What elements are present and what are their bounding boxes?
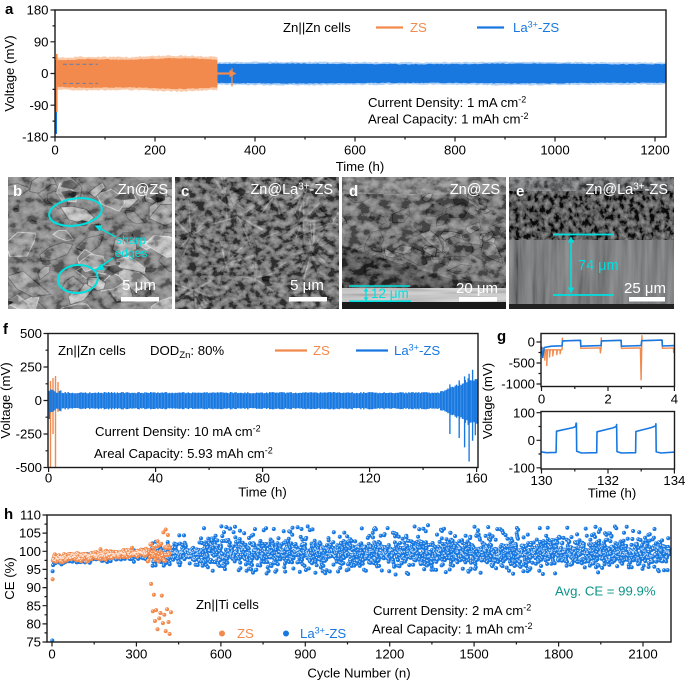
- svg-text:Zn@La3+-ZS: Zn@La3+-ZS: [585, 182, 668, 199]
- svg-text:CE (%): CE (%): [2, 557, 17, 600]
- svg-text:40: 40: [148, 471, 163, 486]
- svg-text:ZS: ZS: [237, 626, 254, 641]
- svg-text:Cycle Number (n): Cycle Number (n): [307, 666, 410, 681]
- svg-text:80: 80: [26, 617, 41, 632]
- svg-text:80: 80: [255, 471, 270, 486]
- svg-text:Voltage (mV): Voltage (mV): [480, 363, 495, 439]
- svg-text:90: 90: [26, 580, 41, 595]
- svg-text:120: 120: [359, 471, 381, 486]
- svg-text:85: 85: [26, 598, 41, 613]
- svg-text:2100: 2100: [628, 647, 657, 662]
- svg-text:100: 100: [19, 544, 41, 559]
- svg-text:200: 200: [144, 143, 166, 158]
- svg-text:e: e: [516, 183, 524, 200]
- svg-text:edges: edges: [115, 246, 148, 260]
- svg-text:132: 132: [597, 473, 619, 488]
- svg-text:1000: 1000: [540, 143, 569, 158]
- svg-text:sharp: sharp: [116, 233, 146, 247]
- svg-text:b: b: [13, 183, 22, 200]
- svg-text:1200: 1200: [640, 143, 669, 158]
- svg-text:Current Density: 1 mA cm-2: Current Density: 1 mA cm-2: [368, 95, 526, 111]
- svg-text:0: 0: [35, 393, 42, 408]
- svg-text:250: 250: [20, 360, 42, 375]
- svg-text:0: 0: [41, 66, 48, 81]
- svg-text:-1000: -1000: [501, 377, 535, 392]
- svg-text:-250: -250: [16, 427, 42, 442]
- svg-text:-500: -500: [509, 356, 535, 371]
- svg-text:0: 0: [48, 647, 55, 662]
- svg-text:0: 0: [538, 392, 545, 407]
- svg-text:180: 180: [26, 3, 48, 18]
- svg-text:g: g: [497, 328, 506, 345]
- svg-text:0: 0: [51, 143, 58, 158]
- svg-text:c: c: [181, 183, 189, 200]
- svg-text:-180: -180: [22, 130, 48, 145]
- svg-text:100: 100: [513, 405, 535, 420]
- svg-text:5 μm: 5 μm: [290, 277, 324, 294]
- svg-text:f: f: [3, 321, 9, 338]
- svg-text:a: a: [5, 1, 14, 18]
- svg-text:Zn@La3+-ZS: Zn@La3+-ZS: [250, 182, 333, 199]
- svg-text:0: 0: [528, 335, 535, 350]
- svg-text:Time (h): Time (h): [336, 159, 385, 174]
- svg-text:4: 4: [671, 392, 678, 407]
- svg-text:74 μm: 74 μm: [578, 258, 619, 274]
- svg-text:-90: -90: [29, 98, 48, 113]
- svg-text:2: 2: [604, 392, 611, 407]
- svg-text:900: 900: [294, 647, 316, 662]
- svg-text:90: 90: [34, 34, 49, 49]
- svg-text:600: 600: [210, 647, 232, 662]
- svg-text:Voltage (mV): Voltage (mV): [2, 35, 17, 111]
- svg-text:500: 500: [20, 326, 42, 341]
- svg-text:Avg. CE = 99.9%: Avg. CE = 99.9%: [555, 584, 656, 599]
- svg-text:1500: 1500: [459, 647, 488, 662]
- svg-text:La3+-ZS: La3+-ZS: [394, 343, 440, 359]
- svg-text:1200: 1200: [375, 647, 404, 662]
- svg-text:0: 0: [45, 471, 52, 486]
- svg-text:Areal Capacity: 1 mAh cm-2: Areal Capacity: 1 mAh cm-2: [372, 621, 532, 637]
- svg-text:300: 300: [125, 647, 147, 662]
- svg-text:h: h: [4, 506, 13, 523]
- svg-text:110: 110: [20, 508, 41, 523]
- svg-text:160: 160: [466, 471, 488, 486]
- svg-text:25 μm: 25 μm: [624, 280, 666, 297]
- svg-text:ZS: ZS: [410, 20, 427, 35]
- svg-text:0: 0: [528, 433, 535, 448]
- svg-text:Areal Capacity: 5.93 mAh cm-2: Areal Capacity: 5.93 mAh cm-2: [94, 446, 273, 462]
- svg-text:600: 600: [344, 143, 366, 158]
- svg-text:Zn||Zn cells: Zn||Zn cells: [283, 20, 351, 35]
- svg-text:Current Density: 2 mA cm-2: Current Density: 2 mA cm-2: [373, 603, 531, 619]
- svg-text:Zn@ZS: Zn@ZS: [450, 182, 500, 198]
- svg-text:Time (h): Time (h): [238, 485, 287, 500]
- svg-text:-500: -500: [16, 460, 42, 475]
- svg-text:5 μm: 5 μm: [122, 277, 156, 294]
- svg-text:400: 400: [244, 143, 266, 158]
- svg-text:d: d: [349, 183, 358, 200]
- svg-text:La3+-ZS: La3+-ZS: [513, 20, 559, 36]
- svg-text:Zn@ZS: Zn@ZS: [118, 182, 168, 198]
- svg-text:Voltage (mV): Voltage (mV): [0, 362, 13, 438]
- svg-text:1800: 1800: [544, 647, 573, 662]
- svg-text:Zn||Ti cells: Zn||Ti cells: [196, 597, 259, 612]
- svg-text:-100: -100: [509, 460, 535, 475]
- svg-text:DODZn: 80%: DODZn: 80%: [150, 343, 224, 361]
- svg-text:20 μm: 20 μm: [456, 280, 498, 297]
- svg-text:Areal Capacity: 1 mAh cm-2: Areal Capacity: 1 mAh cm-2: [368, 111, 528, 127]
- svg-text:ZS: ZS: [313, 343, 330, 358]
- svg-text:75: 75: [26, 635, 41, 650]
- svg-text:Zn||Zn cells: Zn||Zn cells: [58, 343, 126, 358]
- svg-text:Time (h): Time (h): [588, 486, 637, 501]
- svg-text:95: 95: [26, 562, 41, 577]
- svg-text:105: 105: [19, 526, 41, 541]
- svg-text:800: 800: [444, 143, 466, 158]
- svg-text:Current Density: 10 mA cm-2: Current Density: 10 mA cm-2: [95, 424, 261, 440]
- svg-text:134: 134: [663, 473, 685, 488]
- svg-text:12 μm: 12 μm: [371, 286, 409, 301]
- svg-text:La3+-ZS: La3+-ZS: [300, 626, 346, 642]
- svg-text:130: 130: [530, 473, 552, 488]
